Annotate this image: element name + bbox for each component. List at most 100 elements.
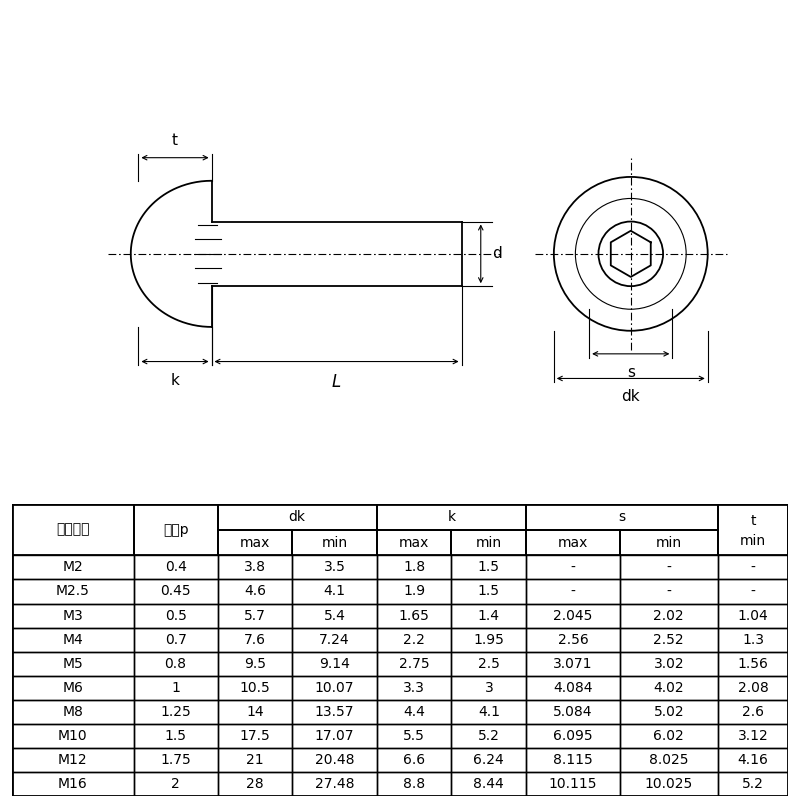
- Bar: [620, 700, 718, 724]
- Text: 2: 2: [171, 777, 180, 791]
- Text: t: t: [750, 514, 756, 528]
- Bar: [218, 603, 293, 627]
- Bar: [293, 772, 377, 796]
- Bar: [526, 772, 620, 796]
- Text: M16: M16: [58, 777, 88, 791]
- Bar: [134, 700, 218, 724]
- Bar: [293, 700, 377, 724]
- Text: 2.02: 2.02: [654, 609, 684, 622]
- Text: M5: M5: [62, 657, 83, 670]
- Text: M3: M3: [62, 609, 83, 622]
- Bar: [12, 652, 134, 676]
- Text: M12: M12: [58, 753, 87, 767]
- Bar: [451, 724, 526, 748]
- Bar: [293, 603, 377, 627]
- Text: 3.5: 3.5: [324, 561, 346, 574]
- Text: 2.75: 2.75: [398, 657, 430, 670]
- Text: -: -: [570, 585, 575, 598]
- Text: k: k: [170, 373, 179, 388]
- Text: 7.24: 7.24: [319, 633, 350, 646]
- Bar: [451, 579, 526, 603]
- Bar: [218, 748, 293, 772]
- Text: 4.02: 4.02: [654, 681, 684, 694]
- Text: 5.2: 5.2: [478, 729, 500, 743]
- Bar: [718, 748, 788, 772]
- Text: 1.04: 1.04: [738, 609, 768, 622]
- Text: 17.07: 17.07: [315, 729, 354, 743]
- Bar: [620, 748, 718, 772]
- Bar: [134, 504, 218, 555]
- Text: 2.08: 2.08: [738, 681, 768, 694]
- Text: -: -: [750, 585, 755, 598]
- Bar: [293, 676, 377, 700]
- Text: M2: M2: [62, 561, 83, 574]
- Text: 1.25: 1.25: [160, 705, 191, 718]
- Bar: [218, 652, 293, 676]
- Bar: [451, 700, 526, 724]
- Text: s: s: [626, 365, 634, 380]
- Text: 1.75: 1.75: [160, 753, 191, 767]
- Bar: [620, 724, 718, 748]
- Text: 10.5: 10.5: [240, 681, 270, 694]
- Bar: [377, 504, 526, 530]
- Bar: [718, 603, 788, 627]
- Bar: [293, 652, 377, 676]
- Text: 1.65: 1.65: [398, 609, 430, 622]
- Bar: [293, 579, 377, 603]
- Text: 3.12: 3.12: [738, 729, 768, 743]
- Text: 0.8: 0.8: [165, 657, 186, 670]
- Bar: [620, 772, 718, 796]
- Bar: [218, 676, 293, 700]
- Bar: [134, 748, 218, 772]
- Text: 2.52: 2.52: [654, 633, 684, 646]
- Bar: [718, 627, 788, 652]
- Text: 1.8: 1.8: [403, 561, 425, 574]
- Text: 1.5: 1.5: [478, 561, 500, 574]
- Bar: [293, 748, 377, 772]
- Text: 3.02: 3.02: [654, 657, 684, 670]
- Text: 1.5: 1.5: [478, 585, 500, 598]
- Bar: [451, 772, 526, 796]
- Bar: [451, 530, 526, 555]
- Bar: [526, 748, 620, 772]
- Bar: [218, 772, 293, 796]
- Text: 4.6: 4.6: [244, 585, 266, 598]
- Text: -: -: [750, 561, 755, 574]
- Bar: [293, 530, 377, 555]
- Text: min: min: [740, 534, 766, 548]
- Text: M8: M8: [62, 705, 83, 718]
- Text: L: L: [332, 373, 341, 391]
- Text: s: s: [618, 510, 626, 524]
- Bar: [134, 579, 218, 603]
- Bar: [293, 555, 377, 579]
- Bar: [526, 676, 620, 700]
- Text: 20.48: 20.48: [315, 753, 354, 767]
- Text: 14: 14: [246, 705, 264, 718]
- Bar: [620, 579, 718, 603]
- Bar: [12, 700, 134, 724]
- Text: max: max: [558, 535, 588, 550]
- Text: 2.2: 2.2: [403, 633, 425, 646]
- Bar: [134, 772, 218, 796]
- Text: 2.5: 2.5: [478, 657, 500, 670]
- Text: 10.07: 10.07: [315, 681, 354, 694]
- Bar: [12, 603, 134, 627]
- Bar: [377, 724, 451, 748]
- Text: 6.02: 6.02: [654, 729, 684, 743]
- Text: 6.6: 6.6: [403, 753, 425, 767]
- Text: 1.9: 1.9: [403, 585, 425, 598]
- Bar: [12, 504, 134, 555]
- Bar: [451, 555, 526, 579]
- Text: min: min: [322, 535, 348, 550]
- Text: 1.56: 1.56: [738, 657, 768, 670]
- Bar: [218, 700, 293, 724]
- Text: 4.1: 4.1: [478, 705, 500, 718]
- Bar: [620, 627, 718, 652]
- Bar: [12, 772, 134, 796]
- Text: 3: 3: [485, 681, 493, 694]
- Text: min: min: [656, 535, 682, 550]
- Bar: [718, 724, 788, 748]
- Text: 13.57: 13.57: [315, 705, 354, 718]
- Text: d: d: [492, 246, 502, 262]
- Bar: [718, 555, 788, 579]
